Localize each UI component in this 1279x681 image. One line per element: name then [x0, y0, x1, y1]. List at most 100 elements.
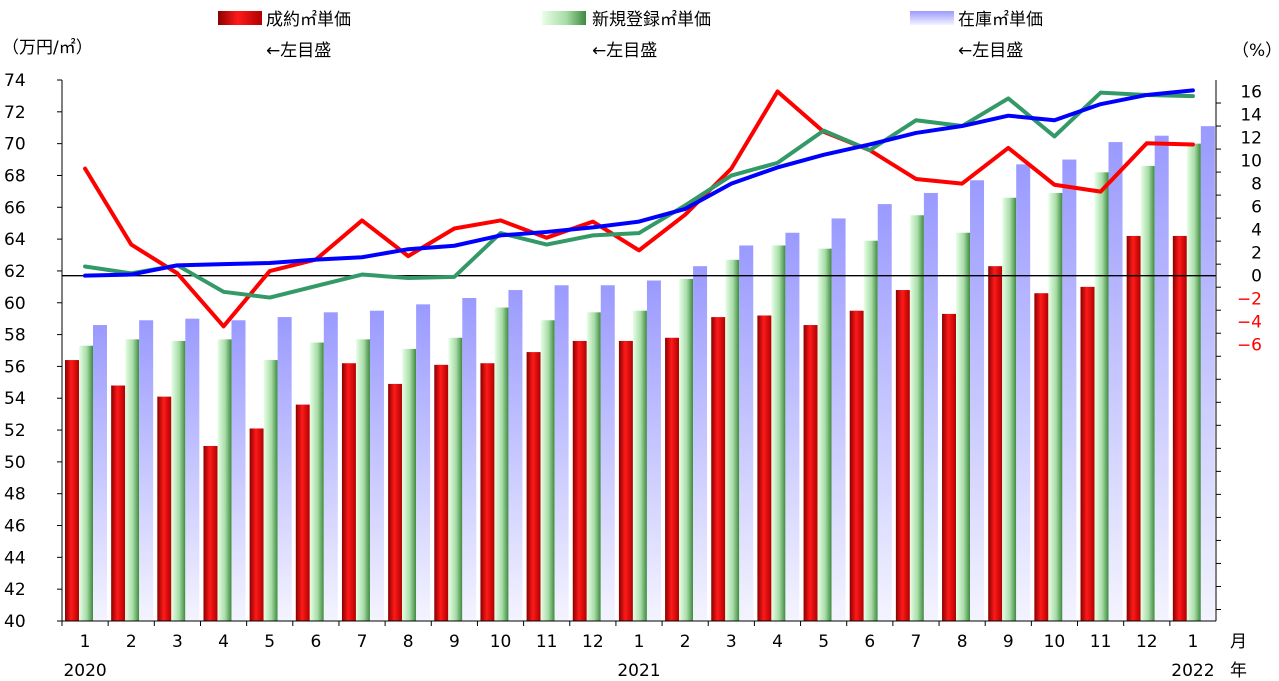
x-tick-label: 1: [80, 632, 91, 652]
left-tick-label: 72: [4, 103, 26, 123]
x-tick-label: 7: [357, 632, 368, 652]
right-tick-label: 14: [1240, 106, 1262, 126]
year-label: 2021: [617, 661, 660, 681]
x-tick-label: 12: [582, 632, 604, 652]
legend-item-inventory: 在庫㎡単価 ←左目盛: [910, 10, 1043, 61]
bar-contract: [849, 310, 864, 621]
bar-contract: [757, 315, 772, 621]
bar-contract: [341, 363, 356, 621]
bar-new-listing: [217, 339, 232, 621]
bar-contract: [526, 352, 541, 621]
bar-inventory: [139, 320, 154, 621]
left-tick-label: 44: [4, 548, 26, 568]
bar-inventory: [693, 266, 708, 621]
right-tick-label: 2: [1251, 244, 1262, 264]
legend-item-contract: 成約㎡単価 ←左目盛: [218, 10, 351, 61]
right-tick-label: 16: [1240, 83, 1262, 103]
left-axis-unit: （万円/㎡）: [2, 38, 93, 58]
left-tick-label: 54: [4, 389, 26, 409]
bar-new-listing: [355, 339, 370, 621]
bar-inventory: [277, 317, 292, 621]
line-inventory-yoy: [83, 88, 1195, 278]
bar-new-listing: [1094, 172, 1109, 622]
bar-contract: [803, 325, 818, 621]
year-label: 2020: [63, 661, 106, 681]
legend-label-new-listing: 新規登録㎡単価: [592, 10, 711, 30]
left-tick-label: 46: [4, 517, 26, 537]
x-tick-label: 4: [772, 632, 783, 652]
x-tick-label: 7: [911, 632, 922, 652]
right-tick-label: 6: [1251, 198, 1262, 218]
bar-inventory: [1108, 142, 1123, 621]
x-tick-label: 8: [957, 632, 968, 652]
bar-inventory: [600, 285, 615, 621]
bar-new-listing: [171, 340, 186, 621]
right-tick-label: 10: [1240, 152, 1262, 172]
right-axis-unit: （%）: [1232, 41, 1279, 61]
x-tick-label: 4: [218, 632, 229, 652]
right-tick-label: 4: [1251, 221, 1262, 241]
bar-inventory: [785, 232, 800, 621]
x-tick-label: 2: [126, 632, 137, 652]
left-tick-label: 70: [4, 135, 26, 155]
left-tick-label: 50: [4, 453, 26, 473]
bar-inventory: [831, 218, 846, 621]
right-tick-label: −2: [1237, 290, 1262, 310]
right-tick-label: −4: [1237, 313, 1262, 333]
x-tick-label: 12: [1136, 632, 1158, 652]
left-tick-label: 42: [4, 580, 26, 600]
bar-new-listing: [1002, 197, 1017, 621]
left-tick-label: 52: [4, 421, 26, 441]
bar-contract: [665, 337, 680, 621]
bar-new-listing: [679, 278, 694, 621]
left-tick-label: 58: [4, 326, 26, 346]
legend-swatch-inventory: [910, 11, 954, 25]
bar-inventory: [554, 285, 569, 621]
bar-new-listing: [540, 320, 555, 621]
bar-contract: [1080, 286, 1095, 621]
bar-contract: [618, 340, 633, 621]
bar-new-listing: [263, 360, 278, 621]
legend-label-contract: 成約㎡単価: [266, 10, 351, 30]
lines-layer: [83, 88, 1195, 329]
x-tick-label: 11: [1090, 632, 1112, 652]
bar-inventory: [1016, 164, 1031, 621]
bar-inventory: [462, 297, 477, 621]
right-tick-label: 0: [1251, 267, 1262, 287]
bar-contract: [711, 317, 726, 621]
bar-new-listing: [494, 307, 509, 621]
bar-contract: [388, 383, 403, 621]
bar-inventory: [923, 192, 938, 621]
year-label: 2022: [1171, 661, 1214, 681]
bar-inventory: [1200, 126, 1215, 621]
bar-inventory: [508, 290, 523, 621]
legend-axis-note-inventory: ←左目盛: [958, 41, 1023, 61]
bar-new-listing: [817, 248, 832, 621]
legend-swatch-contract: [218, 11, 262, 25]
bar-new-listing: [125, 339, 140, 621]
bar-new-listing: [771, 245, 786, 622]
x-tick-label: 6: [864, 632, 875, 652]
legend: 成約㎡単価 ←左目盛 新規登録㎡単価 ←左目盛 在庫㎡単価 ←左目盛: [218, 10, 1043, 61]
x-tick-label: 10: [1044, 632, 1066, 652]
x-tick-label: 5: [818, 632, 829, 652]
x-tick-label: 6: [310, 632, 321, 652]
bar-contract: [65, 360, 79, 621]
x-tick-label: 9: [449, 632, 460, 652]
x-tick-label: 10: [490, 632, 512, 652]
bar-inventory: [1154, 135, 1169, 621]
left-tick-label: 40: [4, 612, 26, 632]
right-tick-label: 8: [1251, 175, 1262, 195]
bar-contract: [1172, 235, 1187, 621]
bar-contract: [942, 313, 957, 621]
bar-contract: [572, 340, 587, 621]
bar-new-listing: [956, 232, 971, 621]
bar-new-listing: [1140, 165, 1155, 622]
left-tick-label: 56: [4, 357, 26, 377]
bar-inventory: [646, 280, 661, 621]
bar-contract: [988, 266, 1003, 621]
bar-contract: [111, 385, 126, 621]
x-tick-label: 2: [680, 632, 691, 652]
bar-contract: [249, 428, 264, 621]
